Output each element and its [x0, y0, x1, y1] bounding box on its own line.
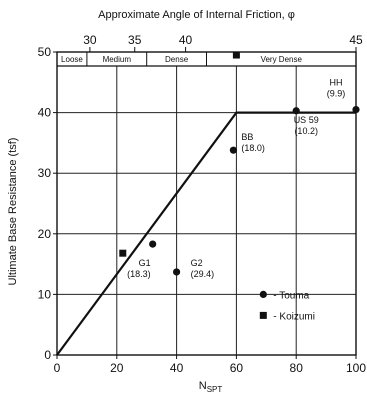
point-value-label: (10.2) — [294, 126, 318, 136]
x-axis-tick-label: 100 — [346, 361, 366, 375]
koizumi-point — [232, 51, 240, 59]
point-label: G2 — [191, 258, 203, 268]
legend-touma-marker — [259, 290, 267, 298]
touma-point — [352, 105, 360, 114]
legend-label: - Koizumi — [273, 311, 315, 322]
top-axis-tick-label: 45 — [349, 33, 363, 47]
y-axis-tick-label: 30 — [38, 166, 52, 180]
point-label: G1 — [139, 258, 151, 268]
touma-point — [229, 146, 238, 154]
y-axis-label: Ultimate Base Resistance (tsf) — [7, 138, 19, 286]
top-axis-ticks: 30 35 40 45 — [83, 33, 363, 52]
point-value-label: (18.3) — [127, 269, 151, 279]
legend-label: - Touma — [273, 290, 309, 301]
point-value-label: (18.0) — [241, 143, 265, 153]
top-axis-title: Approximate Angle of Internal Friction, … — [98, 9, 295, 21]
density-band-label: Dense — [165, 55, 189, 64]
top-axis-tick-label: 30 — [83, 33, 97, 47]
y-axis-tick-label: 0 — [44, 348, 51, 362]
top-axis-tick-label: 35 — [128, 33, 142, 47]
koizumi-point — [119, 249, 127, 257]
density-band-label: Very Dense — [261, 55, 303, 64]
y-axis-tick-label: 20 — [38, 227, 52, 241]
touma-point — [149, 240, 157, 248]
top-axis-tick-label: 40 — [179, 33, 193, 47]
data-points: G1(18.3) G2(29.4) BB(18.0) US 59(10.2) HH(9.… — [119, 51, 360, 279]
x-axis-label-main: N — [199, 380, 207, 392]
point-value-label: (9.9) — [327, 89, 346, 99]
point-value-label: (29.4) — [191, 269, 215, 279]
legend: - Touma - Koizumi — [259, 290, 315, 322]
x-axis-tick-label: 40 — [170, 361, 184, 375]
point-label: HH — [330, 78, 343, 88]
y-axis-tick-label: 50 — [38, 45, 52, 59]
y-axis-ticks: 0 10 20 30 40 50 — [38, 45, 57, 362]
x-axis-ticks: 0 20 40 60 80 100 — [54, 355, 366, 375]
plot-frame — [56, 51, 357, 356]
x-axis-label: NSPT — [199, 380, 223, 394]
point-label: BB — [241, 132, 253, 142]
touma-point — [173, 268, 181, 276]
point-label: US 59 — [294, 115, 319, 125]
density-band-row: Loose Medium Dense Very Dense — [57, 52, 356, 67]
density-band-label: Loose — [61, 55, 83, 64]
x-axis-tick-label: 0 — [54, 361, 61, 375]
legend-koizumi-marker — [259, 311, 267, 319]
x-axis-tick-label: 20 — [110, 361, 124, 375]
y-axis-tick-label: 40 — [38, 106, 52, 120]
y-axis-tick-label: 10 — [38, 287, 52, 301]
design-curve — [56, 111, 356, 356]
x-axis-tick-label: 80 — [290, 361, 304, 375]
x-axis-tick-label: 60 — [230, 361, 244, 375]
density-band-label: Medium — [103, 55, 132, 64]
touma-point — [292, 107, 300, 115]
x-axis-label-sub: SPT — [207, 385, 223, 394]
